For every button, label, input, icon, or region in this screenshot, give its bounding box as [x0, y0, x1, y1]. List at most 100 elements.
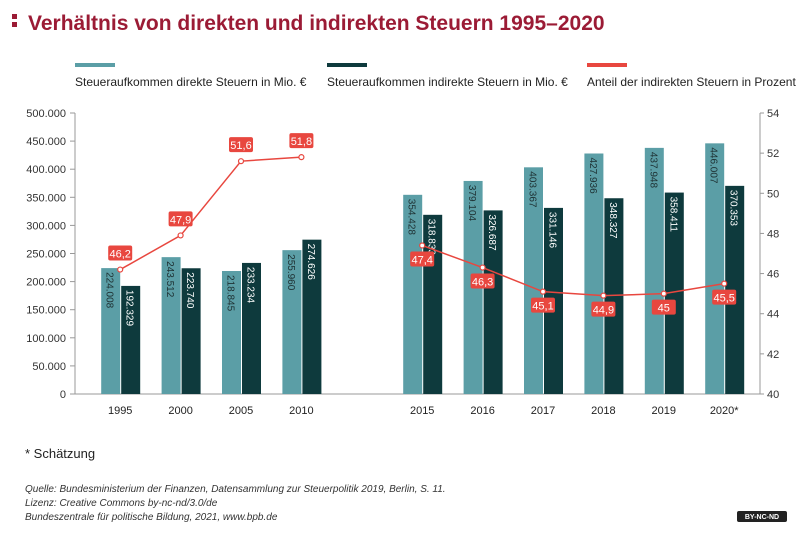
point-label: 46,2: [109, 249, 130, 261]
bar-label: 403.367: [527, 171, 538, 208]
bar-label: 427.936: [587, 157, 598, 194]
title-marker: [12, 22, 17, 27]
title-marker: [12, 14, 17, 19]
y2-tick-label: 54: [767, 108, 779, 120]
point-label: 45,1: [532, 301, 553, 313]
bar: [181, 268, 201, 394]
bar-label: 348.327: [607, 202, 618, 239]
y-tick-label: 100.000: [26, 333, 66, 345]
bar: [584, 153, 604, 394]
bar: [403, 194, 423, 394]
x-tick-label: 2005: [229, 405, 253, 417]
point-label-bg: [591, 301, 616, 317]
bar-label: 192.329: [124, 290, 135, 327]
bar-label: 218.845: [225, 275, 236, 312]
x-tick-label: 2000: [168, 405, 192, 417]
bar-label: 331.146: [547, 212, 558, 249]
bar: [101, 268, 121, 394]
y2-tick-label: 50: [767, 188, 779, 200]
point-label: 47,9: [170, 214, 191, 226]
point-label-bg: [229, 137, 253, 153]
x-tick-label: 2018: [591, 405, 615, 417]
legend-swatch: [327, 63, 367, 67]
bar: [222, 271, 241, 394]
bar-label: 370.353: [728, 190, 739, 227]
point: [419, 242, 426, 249]
y-tick-label: 50.000: [32, 361, 66, 373]
y-tick-label: 250.000: [26, 249, 66, 261]
legend-swatch: [587, 63, 627, 67]
point-label: 51,6: [230, 140, 251, 152]
point-label-bg: [531, 297, 555, 313]
bar-label: 243.512: [164, 261, 175, 298]
y-tick-label: 300.000: [26, 220, 66, 232]
bar: [524, 167, 543, 394]
point-label: 47,4: [411, 254, 432, 266]
point-label-bg: [168, 211, 193, 227]
bar: [705, 143, 725, 394]
point-label: 45,5: [713, 293, 734, 305]
source: Bundeszentrale für politische Bildung, 2…: [25, 512, 278, 523]
point-label-bg: [289, 133, 314, 149]
badge: [737, 511, 787, 522]
y2-tick-label: 46: [767, 269, 779, 281]
point: [117, 266, 124, 273]
source: Quelle: Bundesministerium der Finanzen, …: [25, 484, 446, 495]
bar: [242, 262, 261, 394]
y2-tick-label: 40: [767, 389, 779, 401]
point: [721, 280, 728, 287]
bar-label: 358.411: [667, 197, 678, 233]
legend-label: Steueraufkommen indirekte Steuern in Mio…: [327, 75, 568, 89]
point: [298, 154, 305, 161]
point-label-bg: [410, 251, 435, 267]
bar-label: 274.626: [305, 244, 316, 281]
y-tick-label: 0: [60, 389, 66, 401]
footnote: * Schätzung: [25, 446, 95, 461]
bar: [121, 285, 141, 394]
bar-label: 223.740: [184, 272, 195, 309]
x-tick-label: 1995: [108, 405, 132, 417]
point-label-bg: [712, 289, 737, 305]
bar-label: 326.687: [486, 214, 497, 251]
bar: [644, 147, 664, 394]
x-tick-label: 2010: [289, 405, 313, 417]
point: [539, 288, 547, 295]
y2-tick-label: 48: [767, 228, 779, 240]
source: Lizenz: Creative Commons by-nc-nd/3.0/de: [25, 498, 218, 509]
y-tick-label: 450.000: [26, 136, 66, 148]
x-tick-label: 2020*: [710, 405, 739, 417]
point-label-bg: [470, 273, 495, 289]
bar: [604, 198, 624, 394]
bar-label: 437.948: [647, 152, 658, 189]
point: [660, 290, 667, 297]
legend-label: Anteil der indirekten Steuern in Prozent: [587, 75, 796, 89]
badge-text: BY-NC-ND: [745, 514, 779, 521]
point-label: 44,9: [593, 305, 614, 317]
bar-label: 233.234: [245, 267, 256, 304]
bar: [161, 257, 181, 394]
bar: [664, 192, 684, 394]
line: [119, 156, 302, 271]
point-label: 46,3: [472, 277, 493, 289]
bar-label: 224.008: [104, 272, 115, 309]
line: [421, 244, 725, 297]
bar-label: 446.007: [708, 147, 719, 184]
bar-label: 379.104: [466, 185, 477, 222]
point: [479, 264, 486, 271]
bar-label: 255.960: [285, 254, 296, 291]
bar: [282, 250, 302, 394]
y-tick-label: 150.000: [26, 305, 66, 317]
point-label: 51,8: [291, 136, 312, 148]
legend-label: Steueraufkommen direkte Steuern in Mio. …: [75, 75, 307, 89]
y2-tick-label: 52: [767, 148, 779, 160]
point: [237, 158, 245, 165]
x-tick-label: 2015: [410, 405, 434, 417]
point-label-bg: [108, 245, 133, 261]
x-tick-label: 2017: [531, 405, 555, 417]
legend-swatch: [75, 63, 115, 67]
y2-tick-label: 42: [767, 349, 779, 361]
chart-title: Verhältnis von direkten und indirekten S…: [28, 12, 605, 35]
point: [177, 232, 184, 239]
x-tick-label: 2016: [470, 405, 494, 417]
